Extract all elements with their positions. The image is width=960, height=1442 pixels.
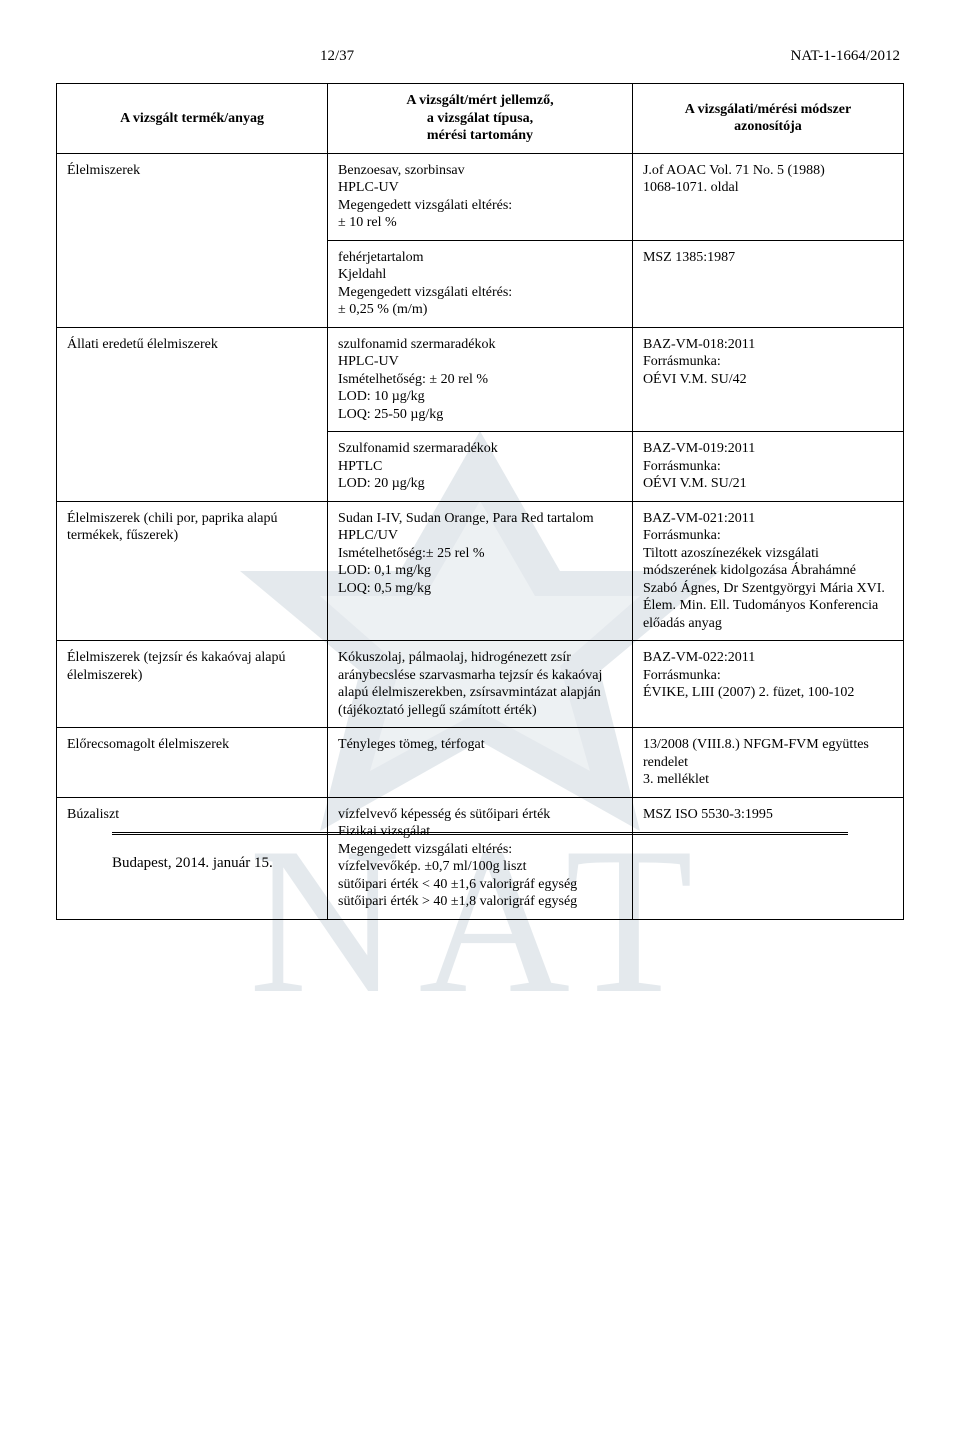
cell-characteristic: Sudan I-IV, Sudan Orange, Para Red tarta… bbox=[328, 501, 633, 641]
document-id: NAT-1-1664/2012 bbox=[791, 48, 900, 65]
table-row: Előrecsomagolt élelmiszerek Tényleges tö… bbox=[57, 728, 904, 798]
cell-characteristic: Tényleges tömeg, térfogat bbox=[328, 728, 633, 798]
cell-characteristic: fehérjetartalom Kjeldahl Megengedett viz… bbox=[328, 240, 633, 327]
cell-product bbox=[57, 240, 328, 327]
cell-product: Állati eredetű élelmiszerek bbox=[57, 327, 328, 432]
cell-product: Élelmiszerek (chili por, paprika alapú t… bbox=[57, 501, 328, 641]
footer-date: Budapest, 2014. január 15. bbox=[112, 855, 848, 872]
table-header-product: A vizsgált termék/anyag bbox=[57, 84, 328, 154]
footer-divider bbox=[112, 832, 848, 835]
table-row: Szulfonamid szermaradékok HPTLC LOD: 20 … bbox=[57, 432, 904, 502]
cell-product: Élelmiszerek (tejzsír és kakaóvaj alapú … bbox=[57, 641, 328, 728]
cell-characteristic: Szulfonamid szermaradékok HPTLC LOD: 20 … bbox=[328, 432, 633, 502]
table-row: Élelmiszerek (tejzsír és kakaóvaj alapú … bbox=[57, 641, 904, 728]
cell-characteristic: Benzoesav, szorbinsav HPLC-UV Megengedet… bbox=[328, 153, 633, 240]
cell-method: BAZ-VM-019:2011 Forrásmunka: OÉVI V.M. S… bbox=[632, 432, 903, 502]
cell-method: BAZ-VM-022:2011 Forrásmunka: ÉVIKE, LIII… bbox=[632, 641, 903, 728]
cell-method: J.of AOAC Vol. 71 No. 5 (1988) 1068-1071… bbox=[632, 153, 903, 240]
cell-product: Élelmiszerek bbox=[57, 153, 328, 240]
cell-method: BAZ-VM-021:2011 Forrásmunka: Tiltott azo… bbox=[632, 501, 903, 641]
table-row: Élelmiszerek Benzoesav, szorbinsav HPLC-… bbox=[57, 153, 904, 240]
page-counter: 12/37 bbox=[320, 48, 354, 65]
table-row: fehérjetartalom Kjeldahl Megengedett viz… bbox=[57, 240, 904, 327]
page-footer: Budapest, 2014. január 15. bbox=[112, 792, 848, 872]
cell-characteristic: szulfonamid szermaradékok HPLC-UV Isméte… bbox=[328, 327, 633, 432]
cell-method: MSZ 1385:1987 bbox=[632, 240, 903, 327]
page-header: 12/37 NAT-1-1664/2012 bbox=[56, 48, 904, 65]
table-header-characteristic: A vizsgált/mért jellemző, a vizsgálat tí… bbox=[328, 84, 633, 154]
cell-method: 13/2008 (VIII.8.) NFGM-FVM együttes rend… bbox=[632, 728, 903, 798]
table-header-method: A vizsgálati/mérési módszer azonosítója bbox=[632, 84, 903, 154]
table-row: Élelmiszerek (chili por, paprika alapú t… bbox=[57, 501, 904, 641]
cell-product: Előrecsomagolt élelmiszerek bbox=[57, 728, 328, 798]
cell-method: BAZ-VM-018:2011 Forrásmunka: OÉVI V.M. S… bbox=[632, 327, 903, 432]
cell-product bbox=[57, 432, 328, 502]
cell-characteristic: Kókuszolaj, pálmaolaj, hidrogénezett zsí… bbox=[328, 641, 633, 728]
table-header-row: A vizsgált termék/anyag A vizsgált/mért … bbox=[57, 84, 904, 154]
table-row: Állati eredetű élelmiszerek szulfonamid … bbox=[57, 327, 904, 432]
